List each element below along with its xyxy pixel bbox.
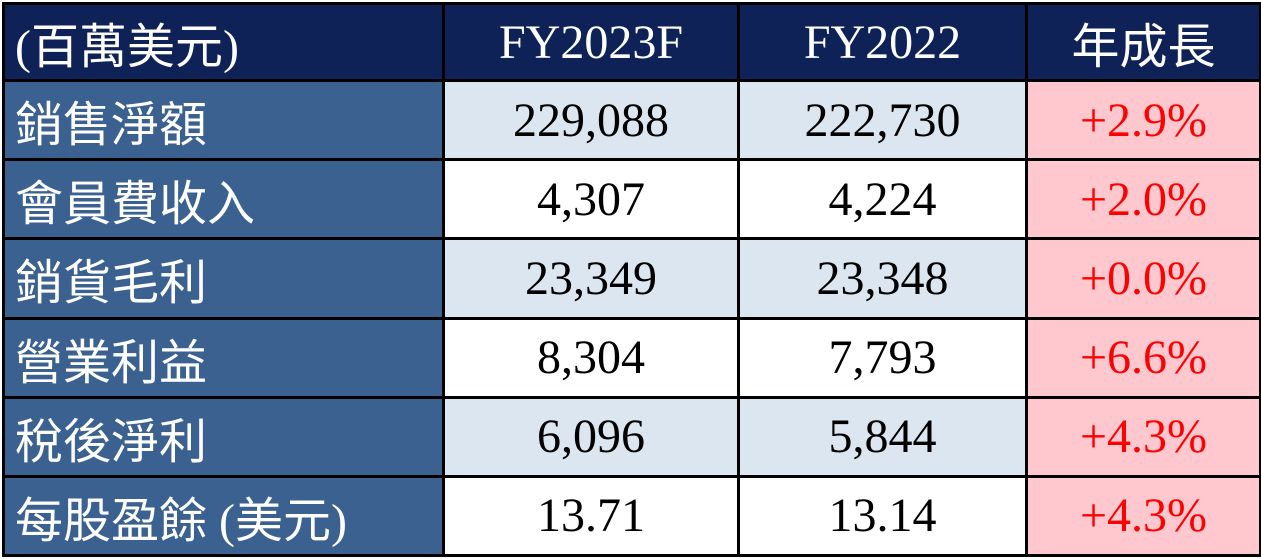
table-row: 銷貨毛利 23,349 23,348 +0.0% (2, 237, 1261, 320)
cell-growth: +2.9% (1025, 79, 1261, 162)
row-label: 會員費收入 (2, 158, 445, 241)
header-fy2023f: FY2023F (442, 1, 740, 83)
table-row: 營業利益 8,304 7,793 +6.6% (2, 316, 1261, 399)
header-row: (百萬美元) FY2023F FY2022 年成長 (2, 1, 1261, 83)
cell-fy2022: 5,844 (737, 395, 1028, 478)
table-row: 每股盈餘 (美元) 13.71 13.14 +4.3% (2, 474, 1261, 558)
header-fy2022: FY2022 (737, 1, 1028, 83)
cell-growth: +2.0% (1025, 158, 1261, 241)
row-label: 銷貨毛利 (2, 237, 445, 320)
cell-fy2022: 13.14 (737, 474, 1028, 558)
cell-growth: +0.0% (1025, 237, 1261, 320)
cell-growth: +4.3% (1025, 474, 1261, 558)
cell-fy2023f: 6,096 (442, 395, 740, 478)
row-label: 銷售淨額 (2, 79, 445, 162)
cell-fy2023f: 8,304 (442, 316, 740, 399)
cell-growth: +4.3% (1025, 395, 1261, 478)
cell-fy2022: 7,793 (737, 316, 1028, 399)
header-growth: 年成長 (1025, 1, 1261, 83)
cell-fy2023f: 229,088 (442, 79, 740, 162)
header-unit: (百萬美元) (2, 1, 445, 83)
row-label: 每股盈餘 (美元) (2, 474, 445, 558)
row-label: 營業利益 (2, 316, 445, 399)
cell-fy2023f: 13.71 (442, 474, 740, 558)
cell-fy2022: 23,348 (737, 237, 1028, 320)
cell-fy2023f: 4,307 (442, 158, 740, 241)
cell-fy2023f: 23,349 (442, 237, 740, 320)
table-row: 稅後淨利 6,096 5,844 +4.3% (2, 395, 1261, 478)
table-row: 銷售淨額 229,088 222,730 +2.9% (2, 79, 1261, 162)
row-label: 稅後淨利 (2, 395, 445, 478)
table-row: 會員費收入 4,307 4,224 +2.0% (2, 158, 1261, 241)
cell-growth: +6.6% (1025, 316, 1261, 399)
cell-fy2022: 222,730 (737, 79, 1028, 162)
cell-fy2022: 4,224 (737, 158, 1028, 241)
